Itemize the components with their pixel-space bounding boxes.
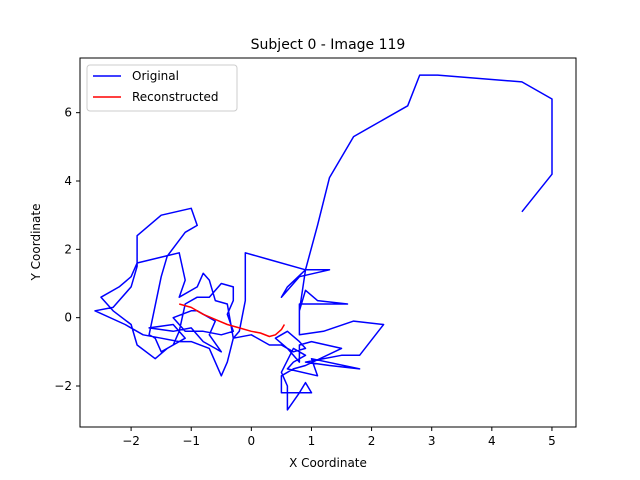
x-tick-label: −2 xyxy=(122,434,140,448)
x-tick-label: 4 xyxy=(488,434,496,448)
y-tick-label: −2 xyxy=(54,379,72,393)
series-line-reconstructed xyxy=(178,303,286,338)
y-tick-layer: −2 0 2 4 6 xyxy=(54,106,80,393)
x-tick-label: −1 xyxy=(182,434,200,448)
legend-label-original: Original xyxy=(132,69,179,83)
x-tick-label: 0 xyxy=(248,434,256,448)
x-tick-label: 1 xyxy=(308,434,316,448)
x-tick-layer: −2 −1 0 1 2 3 4 5 xyxy=(122,427,556,448)
legend-label-reconstructed: Reconstructed xyxy=(132,90,219,104)
y-tick-label: 4 xyxy=(64,174,72,188)
y-tick-label: 6 xyxy=(64,106,72,120)
y-tick-label: 2 xyxy=(64,242,72,256)
x-tick-label: 5 xyxy=(548,434,556,448)
legend: Original Reconstructed xyxy=(86,64,238,112)
plot-frame xyxy=(79,57,577,428)
series-line-original xyxy=(94,74,553,411)
y-axis-label: Y Coordinate xyxy=(29,204,43,282)
x-tick-label: 2 xyxy=(368,434,376,448)
y-tick-label: 0 xyxy=(64,311,72,325)
legend-box xyxy=(86,64,238,112)
series-layer xyxy=(94,74,553,411)
chart-title: Subject 0 - Image 119 xyxy=(251,37,406,53)
x-axis-label: X Coordinate xyxy=(289,456,367,470)
x-tick-label: 3 xyxy=(428,434,436,448)
